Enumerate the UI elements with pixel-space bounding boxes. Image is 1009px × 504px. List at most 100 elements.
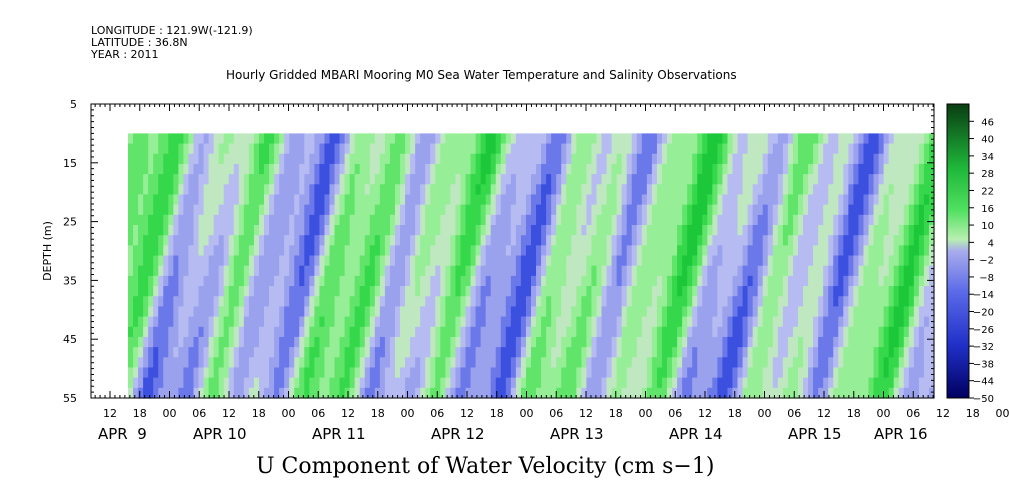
heatmap-cell — [208, 275, 215, 287]
heatmap-cell — [808, 275, 814, 287]
heatmap-cell — [722, 245, 729, 257]
heatmap-cell — [525, 153, 532, 165]
heatmap-cell — [893, 194, 900, 206]
heatmap-cell — [405, 194, 411, 206]
heatmap-cell — [520, 275, 527, 287]
heatmap-cell — [541, 387, 547, 399]
heatmap-cell — [294, 133, 300, 145]
heatmap-cell — [188, 235, 195, 246]
heatmap-cell — [289, 184, 295, 196]
heatmap-cell — [923, 316, 930, 328]
heatmap-cell — [274, 326, 280, 338]
heatmap-cell — [687, 336, 693, 348]
heatmap-cell — [344, 326, 351, 338]
heatmap-cell — [717, 265, 724, 277]
heatmap-cell — [858, 204, 865, 216]
heatmap-cell — [188, 286, 195, 297]
heatmap-cell — [782, 326, 789, 338]
heatmap-cell — [551, 306, 557, 318]
heatmap-cell — [787, 336, 794, 348]
heatmap-cell — [425, 184, 431, 196]
heatmap-cell — [918, 255, 925, 267]
heatmap-cell — [163, 316, 169, 328]
heatmap-cell — [430, 377, 436, 389]
heatmap-cell — [838, 296, 844, 308]
heatmap-cell — [420, 184, 426, 196]
heatmap-cell — [727, 387, 734, 399]
heatmap-cell — [168, 143, 174, 155]
heatmap-cell — [531, 184, 537, 196]
heatmap-cell — [732, 306, 739, 318]
heatmap-cell — [601, 265, 608, 277]
heatmap-cell — [636, 316, 643, 328]
heatmap-cell — [279, 265, 285, 277]
heatmap-cell — [435, 224, 441, 236]
heatmap-cell — [757, 326, 764, 338]
heatmap-cell — [163, 163, 169, 175]
heatmap-cell — [581, 204, 588, 216]
heatmap-cell — [344, 255, 351, 267]
heatmap-cell — [389, 153, 396, 165]
heatmap-cell — [677, 306, 683, 318]
heatmap-cell — [490, 387, 497, 399]
heatmap-cell — [868, 153, 875, 165]
heatmap-cell — [520, 255, 527, 267]
heatmap-cell — [908, 163, 915, 175]
heatmap-cell — [495, 275, 502, 287]
heatmap-cell — [601, 194, 608, 206]
heatmap-cell — [566, 214, 572, 226]
heatmap-cell — [490, 163, 497, 175]
heatmap-cell — [722, 163, 729, 175]
heatmap-cell — [742, 153, 749, 165]
heatmap-cell — [757, 316, 764, 328]
heatmap-cell — [470, 367, 477, 379]
heatmap-cell — [737, 163, 744, 175]
heatmap-cell — [531, 143, 537, 155]
heatmap-cell — [480, 163, 487, 175]
heatmap-cell — [541, 235, 547, 246]
heatmap-cell — [485, 245, 492, 257]
heatmap-cell — [515, 143, 522, 155]
heatmap-cell — [158, 204, 164, 216]
heatmap-cell — [823, 377, 829, 389]
heatmap-cell — [661, 194, 668, 206]
heatmap-cell — [928, 224, 935, 236]
heatmap-cell — [631, 174, 638, 185]
heatmap-cell — [566, 184, 572, 196]
heatmap-cell — [319, 143, 326, 155]
heatmap-cell — [541, 306, 547, 318]
heatmap-cell — [354, 336, 361, 348]
heatmap-cell — [470, 357, 477, 369]
heatmap-cell — [445, 286, 451, 297]
heatmap-cell — [284, 286, 290, 297]
heatmap-cell — [349, 316, 356, 328]
heatmap-cell — [551, 255, 557, 267]
heatmap-cell — [747, 143, 754, 155]
heatmap-cell — [495, 143, 502, 155]
heatmap-cell — [712, 153, 718, 165]
heatmap-cell — [158, 163, 164, 175]
heatmap-cell — [742, 184, 749, 196]
heatmap-cell — [410, 194, 416, 206]
heatmap-cell — [405, 377, 411, 389]
heatmap-cell — [631, 265, 638, 277]
heatmap-cell — [475, 265, 482, 277]
heatmap-cell — [264, 286, 270, 297]
heatmap-cell — [505, 367, 512, 379]
heatmap-cell — [238, 163, 245, 175]
heatmap-cell — [188, 316, 195, 328]
heatmap-cell — [168, 316, 174, 328]
heatmap-cell — [329, 367, 336, 379]
heatmap-cell — [566, 296, 572, 308]
heatmap-cell — [767, 286, 774, 297]
heatmap-cell — [153, 133, 159, 145]
heatmap-cell — [888, 184, 895, 196]
heatmap-cell — [762, 224, 769, 236]
heatmap-cell — [203, 174, 210, 185]
heatmap-cell — [803, 275, 809, 287]
heatmap-cell — [465, 174, 472, 185]
heatmap-cell — [299, 326, 305, 338]
heatmap-cell — [289, 235, 295, 246]
heatmap-cell — [505, 163, 512, 175]
heatmap-cell — [138, 286, 144, 297]
